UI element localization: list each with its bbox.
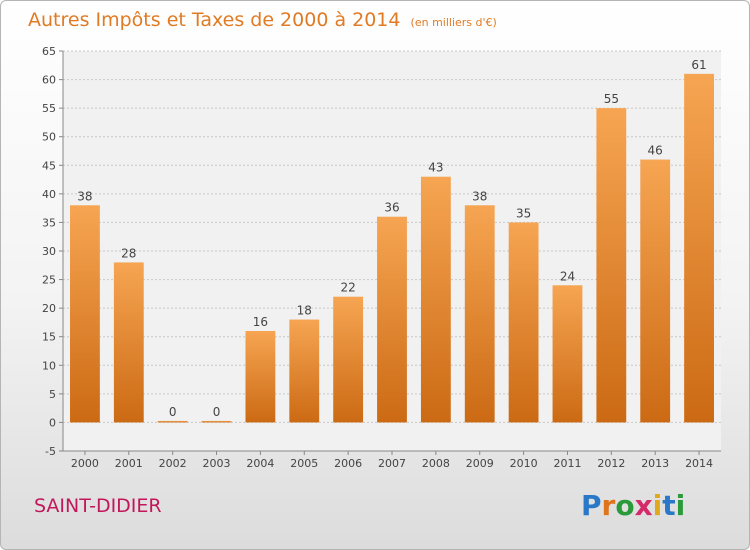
y-tick-label: 40: [42, 188, 56, 201]
bar-2007: [377, 216, 407, 423]
x-tick-label-2002: 2002: [159, 457, 187, 470]
x-tick-label-2004: 2004: [246, 457, 274, 470]
data-label-2010: 35: [516, 206, 531, 220]
y-tick-label: 25: [42, 274, 56, 287]
y-tick-label: 55: [42, 102, 56, 115]
x-tick-label-2000: 2000: [71, 457, 99, 470]
bar-2000: [70, 205, 100, 423]
data-label-2012: 55: [604, 92, 619, 106]
bar-2005: [289, 319, 320, 423]
y-tick-label: 20: [42, 302, 56, 315]
data-label-2005: 18: [297, 304, 312, 318]
data-label-2003: 0: [213, 405, 221, 419]
bar-2010: [508, 222, 539, 423]
x-tick-label-2009: 2009: [466, 457, 494, 470]
data-label-2001: 28: [121, 246, 136, 260]
data-label-2009: 38: [472, 189, 487, 203]
y-tick-label: 0: [49, 416, 56, 429]
chart-unit: (en milliers d'€): [410, 16, 497, 29]
bar-2004: [245, 331, 276, 423]
proxiti-logo[interactable]: Proxiti: [581, 489, 686, 522]
bar-2008: [420, 176, 451, 423]
bar-2009: [464, 205, 495, 423]
y-tick-label: -5: [45, 445, 56, 458]
x-tick-label-2012: 2012: [597, 457, 625, 470]
y-tick-label: 50: [42, 131, 56, 144]
y-tick-label: 65: [42, 45, 56, 58]
bar-2013: [640, 159, 671, 423]
data-label-2004: 16: [253, 315, 268, 329]
bar-2003: [201, 420, 232, 423]
x-tick-label-2006: 2006: [334, 457, 362, 470]
data-label-2014: 61: [691, 58, 706, 72]
data-label-2008: 43: [428, 161, 443, 175]
x-tick-label-2001: 2001: [115, 457, 143, 470]
data-label-2006: 22: [340, 281, 355, 295]
y-tick-label: 15: [42, 331, 56, 344]
x-tick-label-2005: 2005: [290, 457, 318, 470]
bar-2001: [113, 262, 144, 423]
chart-title: Autres Impôts et Taxes de 2000 à 2014: [28, 9, 401, 31]
commune-name: SAINT-DIDIER: [34, 495, 162, 517]
bar-2002: [157, 420, 188, 423]
y-tick-label: 30: [42, 245, 56, 258]
y-tick-label: 60: [42, 74, 56, 87]
data-label-2002: 0: [169, 405, 177, 419]
x-tick-label-2008: 2008: [422, 457, 450, 470]
y-tick-label: 35: [42, 216, 56, 229]
bar-2014: [684, 73, 714, 423]
chart-title-line: Autres Impôts et Taxes de 2000 à 2014 (e…: [28, 9, 497, 31]
bar-2012: [596, 108, 627, 423]
x-tick-label-2003: 2003: [203, 457, 231, 470]
y-tick-label: 5: [49, 388, 56, 401]
bar-2006: [333, 296, 364, 423]
x-tick-label-2011: 2011: [553, 457, 581, 470]
data-label-2011: 24: [560, 269, 575, 283]
y-tick-label: 45: [42, 159, 56, 172]
data-label-2000: 38: [77, 189, 92, 203]
bar-2011: [552, 285, 583, 423]
x-tick-label-2013: 2013: [641, 457, 669, 470]
data-label-2007: 36: [384, 201, 399, 215]
y-tick-label: 10: [42, 359, 56, 372]
x-tick-label-2014: 2014: [685, 457, 713, 470]
x-tick-label-2007: 2007: [378, 457, 406, 470]
data-label-2013: 46: [648, 144, 663, 158]
x-tick-label-2010: 2010: [510, 457, 538, 470]
